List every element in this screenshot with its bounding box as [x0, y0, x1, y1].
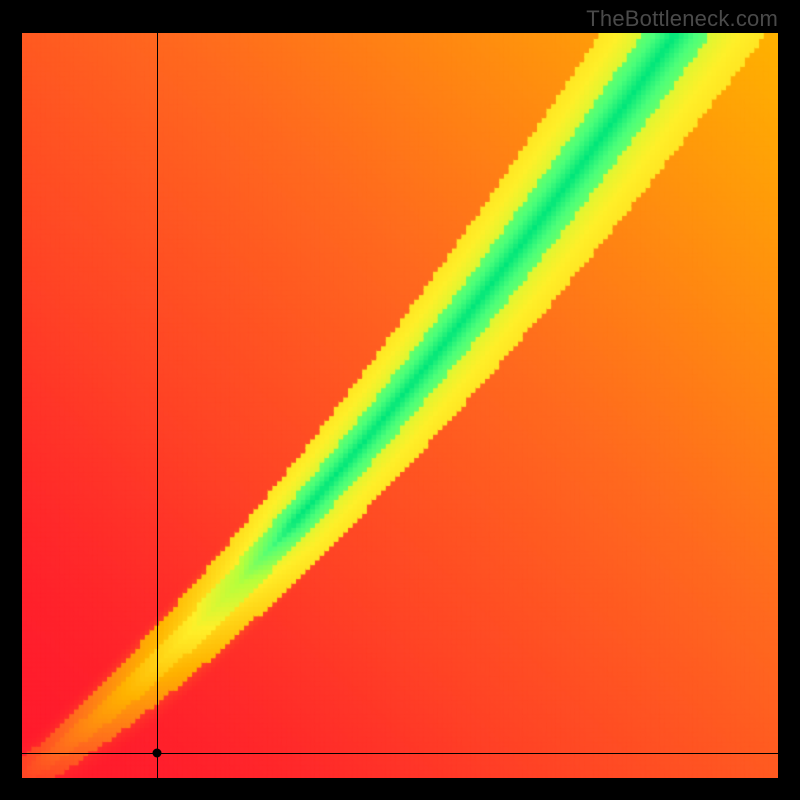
- bottleneck-heatmap: [22, 33, 778, 778]
- heatmap-canvas: [22, 33, 778, 778]
- crosshair-vertical-line: [157, 33, 158, 778]
- crosshair-marker-dot: [152, 748, 161, 757]
- watermark-text: TheBottleneck.com: [586, 6, 778, 32]
- crosshair-horizontal-line: [22, 753, 778, 754]
